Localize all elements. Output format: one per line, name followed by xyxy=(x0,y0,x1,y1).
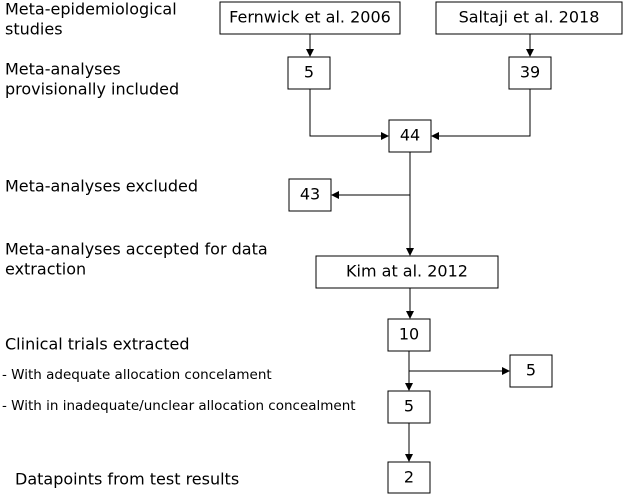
stage-label: Meta-analyses xyxy=(5,60,121,79)
node-box xyxy=(287,56,331,90)
node-box xyxy=(387,461,431,494)
node-box xyxy=(387,318,431,352)
node-label: 2 xyxy=(404,468,414,487)
node-label: 5 xyxy=(526,361,536,380)
node-label: 10 xyxy=(399,325,419,344)
stage-label: Clinical trials extracted xyxy=(5,335,190,354)
node-box xyxy=(219,1,401,35)
node-label: 5 xyxy=(404,397,414,416)
stage-label: extraction xyxy=(5,260,86,279)
node-label: 43 xyxy=(300,185,320,204)
node-box xyxy=(508,56,552,90)
stage-label: Meta-analyses excluded xyxy=(5,177,198,196)
stage-label: Meta-analyses accepted for data xyxy=(5,240,268,259)
node-box xyxy=(435,1,623,35)
arrow xyxy=(431,89,531,140)
node-box xyxy=(387,390,431,424)
node-label: Saltaji et al. 2018 xyxy=(459,8,600,27)
node-box xyxy=(509,354,553,388)
node-box xyxy=(288,178,332,212)
stage-label: Datapoints from test results xyxy=(15,470,239,489)
stage-label: Meta-epidemiological xyxy=(5,0,177,19)
node-label: Fernwick et al. 2006 xyxy=(229,8,391,27)
stage-label: - With adequate allocation concelament xyxy=(2,367,272,383)
stage-label: studies xyxy=(5,20,63,39)
node-label: 5 xyxy=(304,63,314,82)
stage-label: provisionally included xyxy=(5,80,179,99)
node-label: 44 xyxy=(400,126,420,145)
node-label: Kim at al. 2012 xyxy=(346,262,468,281)
stage-label: - With in inadequate/unclear allocation … xyxy=(2,398,356,414)
node-box xyxy=(315,255,499,289)
arrow xyxy=(309,89,389,140)
node-box xyxy=(388,119,432,153)
node-label: 39 xyxy=(520,63,540,82)
